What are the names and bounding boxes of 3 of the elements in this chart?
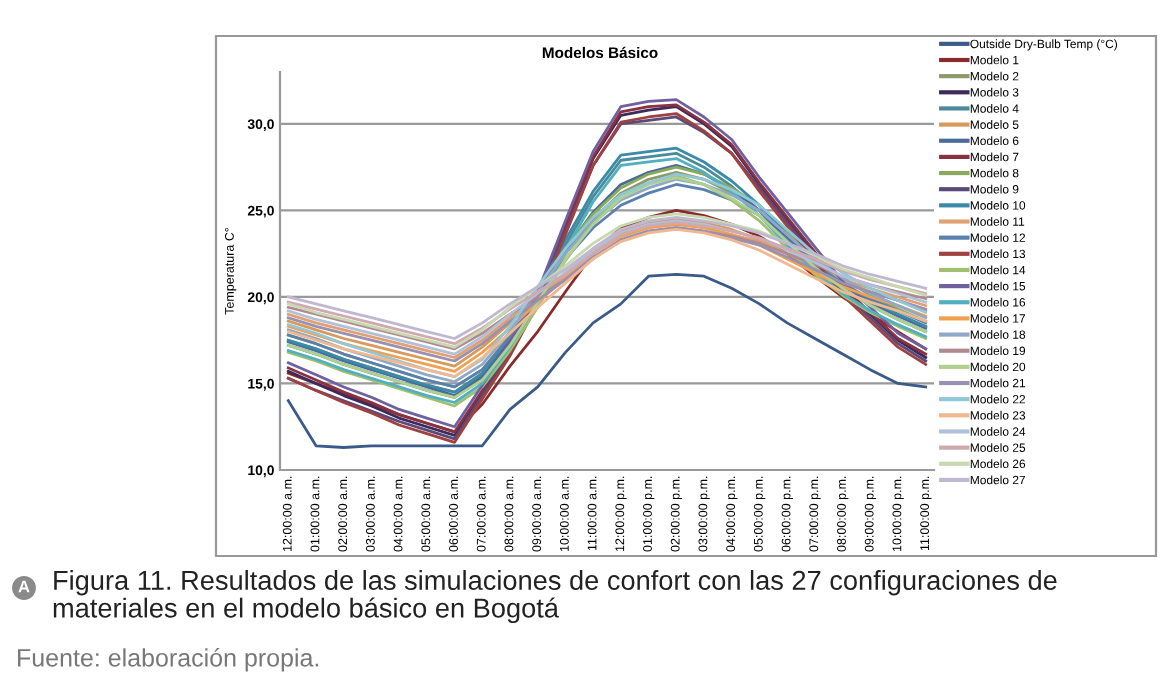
text: A [18,580,30,593]
text: Figura 11. Resultados de las simulaciones de confort con las 27 configuraciones de materiales en el modelo básico en Bogotá [53,570,1057,624]
source-note: Fuente: elaboración propia. [18,648,319,672]
